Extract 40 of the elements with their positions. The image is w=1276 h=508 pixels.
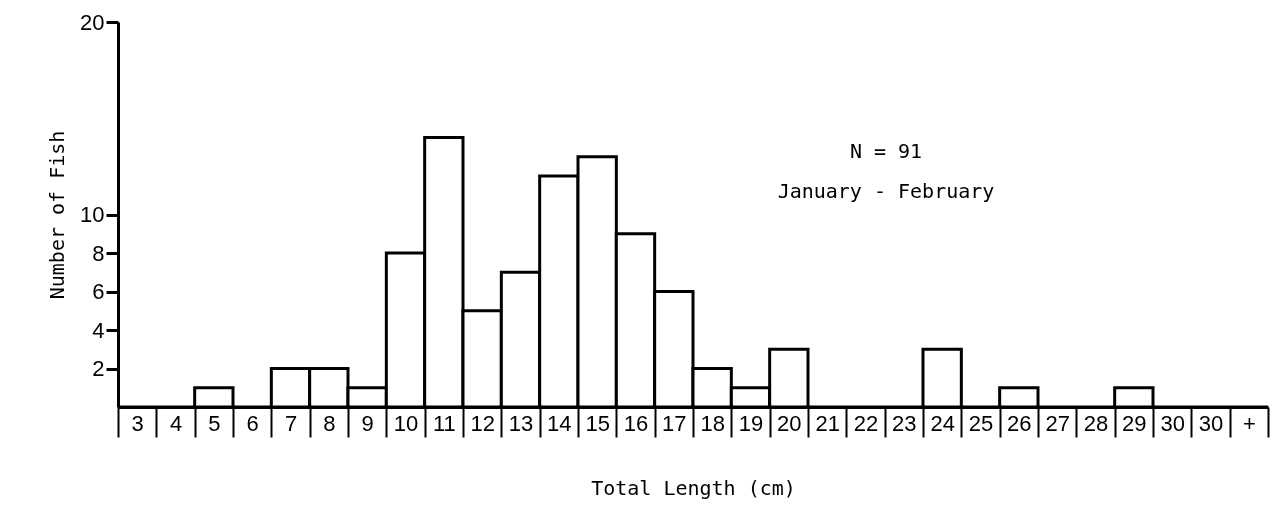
y-tick-label: 20 bbox=[80, 9, 105, 35]
x-tick-label: 25 bbox=[968, 410, 994, 436]
x-tick-label: 22 bbox=[853, 410, 879, 436]
y-tick-label: 8 bbox=[92, 240, 105, 266]
x-tick-label: + bbox=[1242, 410, 1256, 436]
x-tick-label: 17 bbox=[662, 410, 687, 436]
x-tick-label: 27 bbox=[1045, 410, 1070, 436]
y-tick-label: 6 bbox=[92, 279, 105, 304]
annotation: January - February bbox=[777, 179, 995, 203]
x-tick-label: 13 bbox=[508, 410, 534, 436]
y-tick-label: 10 bbox=[80, 202, 105, 227]
x-tick-label: 21 bbox=[815, 410, 840, 436]
x-tick-label: 12 bbox=[470, 410, 495, 436]
y-tick-label: 2 bbox=[92, 356, 105, 381]
y-axis-title: Number of Fish bbox=[45, 130, 70, 300]
x-tick-label: 18 bbox=[700, 410, 725, 436]
x-tick-label: 5 bbox=[208, 410, 221, 436]
x-tick-label: 6 bbox=[246, 410, 259, 436]
x-tick-label: 28 bbox=[1083, 410, 1109, 436]
x-tick-label: 10 bbox=[393, 410, 419, 436]
x-tick-label: 20 bbox=[777, 410, 802, 436]
x-tick-label: 16 bbox=[623, 410, 649, 436]
y-tick-label: 4 bbox=[92, 317, 105, 343]
x-tick-label: 7 bbox=[284, 410, 298, 436]
x-tick-label: 8 bbox=[323, 410, 336, 436]
x-tick-label: 26 bbox=[1007, 410, 1032, 436]
x-tick-label: 30 bbox=[1198, 410, 1224, 436]
x-tick-label: 24 bbox=[930, 410, 955, 436]
x-tick-label: 15 bbox=[585, 410, 610, 436]
x-tick-label: 23 bbox=[892, 410, 917, 436]
x-tick-label: 9 bbox=[361, 410, 374, 436]
annotation: N = 91 bbox=[849, 139, 923, 163]
x-tick-label: 14 bbox=[547, 410, 572, 436]
x-tick-label: 19 bbox=[738, 410, 764, 436]
x-tick-label: 11 bbox=[432, 410, 456, 436]
x-tick-label: 4 bbox=[169, 410, 183, 436]
x-tick-label: 3 bbox=[131, 410, 144, 436]
x-tick-label: 29 bbox=[1122, 410, 1147, 436]
x-axis-title: Total Length (cm) bbox=[591, 475, 796, 500]
x-tick-label: 30 bbox=[1160, 410, 1185, 436]
